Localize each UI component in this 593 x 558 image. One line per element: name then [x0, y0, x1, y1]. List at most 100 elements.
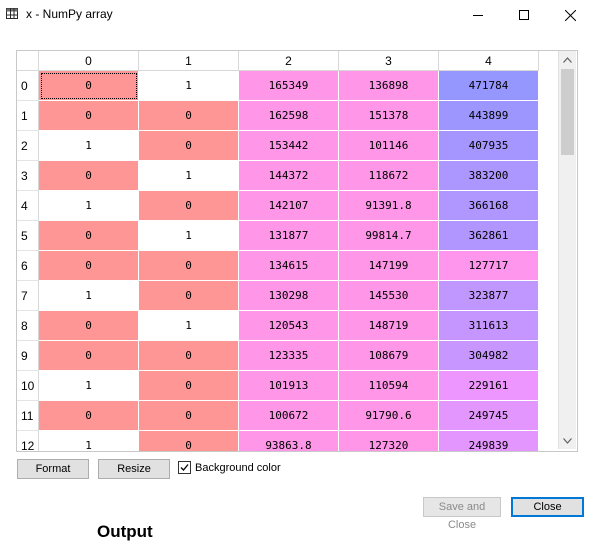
table-cell[interactable]: 131877 [239, 221, 339, 251]
array-table[interactable]: 0 1 2 3 4 0 0 1 165349 136898 471784 1 0 0 162598 15137… [16, 50, 578, 452]
table-cell[interactable]: 0 [39, 101, 139, 131]
maximize-button[interactable] [501, 0, 547, 30]
table-cell[interactable]: 100672 [239, 401, 339, 431]
column-header[interactable]: 4 [439, 51, 539, 71]
save-and-close-button[interactable]: Save and Close [423, 497, 501, 531]
table-cell[interactable]: 1 [39, 431, 139, 451]
scrollbar-thumb[interactable] [561, 69, 574, 155]
table-cell[interactable]: 471784 [439, 71, 539, 101]
table-cell[interactable]: 101913 [239, 371, 339, 401]
table-cell[interactable]: 134615 [239, 251, 339, 281]
table-cell[interactable]: 127717 [439, 251, 539, 281]
table-cell[interactable]: 162598 [239, 101, 339, 131]
table-cell[interactable]: 0 [139, 371, 239, 401]
table-cell[interactable]: 118672 [339, 161, 439, 191]
table-cell[interactable]: 123335 [239, 341, 339, 371]
table-cell[interactable]: 1 [39, 191, 139, 221]
row-header[interactable]: 4 [17, 191, 39, 221]
table-cell[interactable]: 249745 [439, 401, 539, 431]
checkbox-box[interactable] [178, 461, 191, 474]
table-cell[interactable]: 91790.6 [339, 401, 439, 431]
table-cell[interactable]: 101146 [339, 131, 439, 161]
scroll-up-arrow[interactable] [559, 51, 576, 68]
table-cell[interactable]: 153442 [239, 131, 339, 161]
resize-button[interactable]: Resize [98, 459, 170, 479]
table-cell[interactable]: 229161 [439, 371, 539, 401]
table-cell[interactable]: 0 [39, 341, 139, 371]
table-cell[interactable]: 0 [139, 341, 239, 371]
table-cell[interactable]: 93863.8 [239, 431, 339, 451]
table-cell[interactable]: 1 [39, 371, 139, 401]
table-cell[interactable]: 0 [39, 251, 139, 281]
close-button[interactable]: Close [511, 497, 584, 517]
table-cell[interactable]: 0 [139, 251, 239, 281]
table-cell[interactable]: 148719 [339, 311, 439, 341]
row-header[interactable]: 7 [17, 281, 39, 311]
column-header[interactable]: 1 [139, 51, 239, 71]
scroll-down-arrow[interactable] [559, 432, 576, 449]
table-cell[interactable]: 362861 [439, 221, 539, 251]
table-cell[interactable]: 91391.8 [339, 191, 439, 221]
table-cell[interactable]: 151378 [339, 101, 439, 131]
table-cell[interactable]: 0 [39, 221, 139, 251]
table-cell[interactable]: 407935 [439, 131, 539, 161]
table-cell[interactable]: 0 [39, 71, 139, 101]
row-header[interactable]: 11 [17, 401, 39, 431]
row-header[interactable]: 9 [17, 341, 39, 371]
close-window-button[interactable] [547, 0, 593, 30]
table-cell[interactable]: 0 [39, 311, 139, 341]
table-cell[interactable]: 0 [139, 191, 239, 221]
format-button[interactable]: Format [17, 459, 89, 479]
column-header[interactable]: 3 [339, 51, 439, 71]
table-cell[interactable]: 127320 [339, 431, 439, 451]
table-cell[interactable]: 1 [39, 281, 139, 311]
table-cell[interactable]: 0 [139, 401, 239, 431]
table-cell[interactable]: 99814.7 [339, 221, 439, 251]
background-color-checkbox[interactable]: Background color [178, 461, 281, 474]
table-cell[interactable]: 443899 [439, 101, 539, 131]
row-header[interactable]: 3 [17, 161, 39, 191]
row-header[interactable]: 5 [17, 221, 39, 251]
table-cell[interactable]: 1 [139, 221, 239, 251]
table-cell[interactable]: 323877 [439, 281, 539, 311]
table-cell[interactable]: 0 [139, 131, 239, 161]
table-cell[interactable]: 136898 [339, 71, 439, 101]
table-cell[interactable]: 144372 [239, 161, 339, 191]
table-cell[interactable]: 0 [139, 281, 239, 311]
table-cell[interactable]: 1 [139, 311, 239, 341]
table-cell[interactable]: 110594 [339, 371, 439, 401]
row-header[interactable]: 8 [17, 311, 39, 341]
table-cell[interactable]: 383200 [439, 161, 539, 191]
table-cell[interactable]: 304982 [439, 341, 539, 371]
table-cell[interactable]: 1 [139, 161, 239, 191]
row-header[interactable]: 0 [17, 71, 39, 101]
table-cell[interactable]: 311613 [439, 311, 539, 341]
table-cell[interactable]: 249839 [439, 431, 539, 451]
table-cell[interactable]: 108679 [339, 341, 439, 371]
chevron-down-icon [563, 437, 572, 444]
column-header[interactable]: 2 [239, 51, 339, 71]
table-cell[interactable]: 0 [139, 431, 239, 451]
table-cell[interactable]: 165349 [239, 71, 339, 101]
table-cell[interactable]: 1 [39, 131, 139, 161]
row-header[interactable]: 12 [17, 431, 39, 451]
row-header[interactable]: 1 [17, 101, 39, 131]
table-cell[interactable]: 366168 [439, 191, 539, 221]
vertical-scrollbar[interactable] [558, 51, 576, 449]
minimize-button[interactable] [455, 0, 501, 30]
row-header[interactable]: 2 [17, 131, 39, 161]
table-cell[interactable]: 120543 [239, 311, 339, 341]
row-header[interactable]: 6 [17, 251, 39, 281]
close-icon [564, 9, 576, 21]
table-cell[interactable]: 147199 [339, 251, 439, 281]
table-cell[interactable]: 0 [139, 101, 239, 131]
table-cell[interactable]: 145530 [339, 281, 439, 311]
column-header[interactable]: 0 [39, 51, 139, 71]
table-cell[interactable]: 0 [39, 401, 139, 431]
table-cell[interactable]: 1 [139, 71, 239, 101]
row-header[interactable]: 10 [17, 371, 39, 401]
table-cell[interactable]: 130298 [239, 281, 339, 311]
table-grid-icon [6, 8, 18, 19]
table-cell[interactable]: 0 [39, 161, 139, 191]
table-cell[interactable]: 142107 [239, 191, 339, 221]
